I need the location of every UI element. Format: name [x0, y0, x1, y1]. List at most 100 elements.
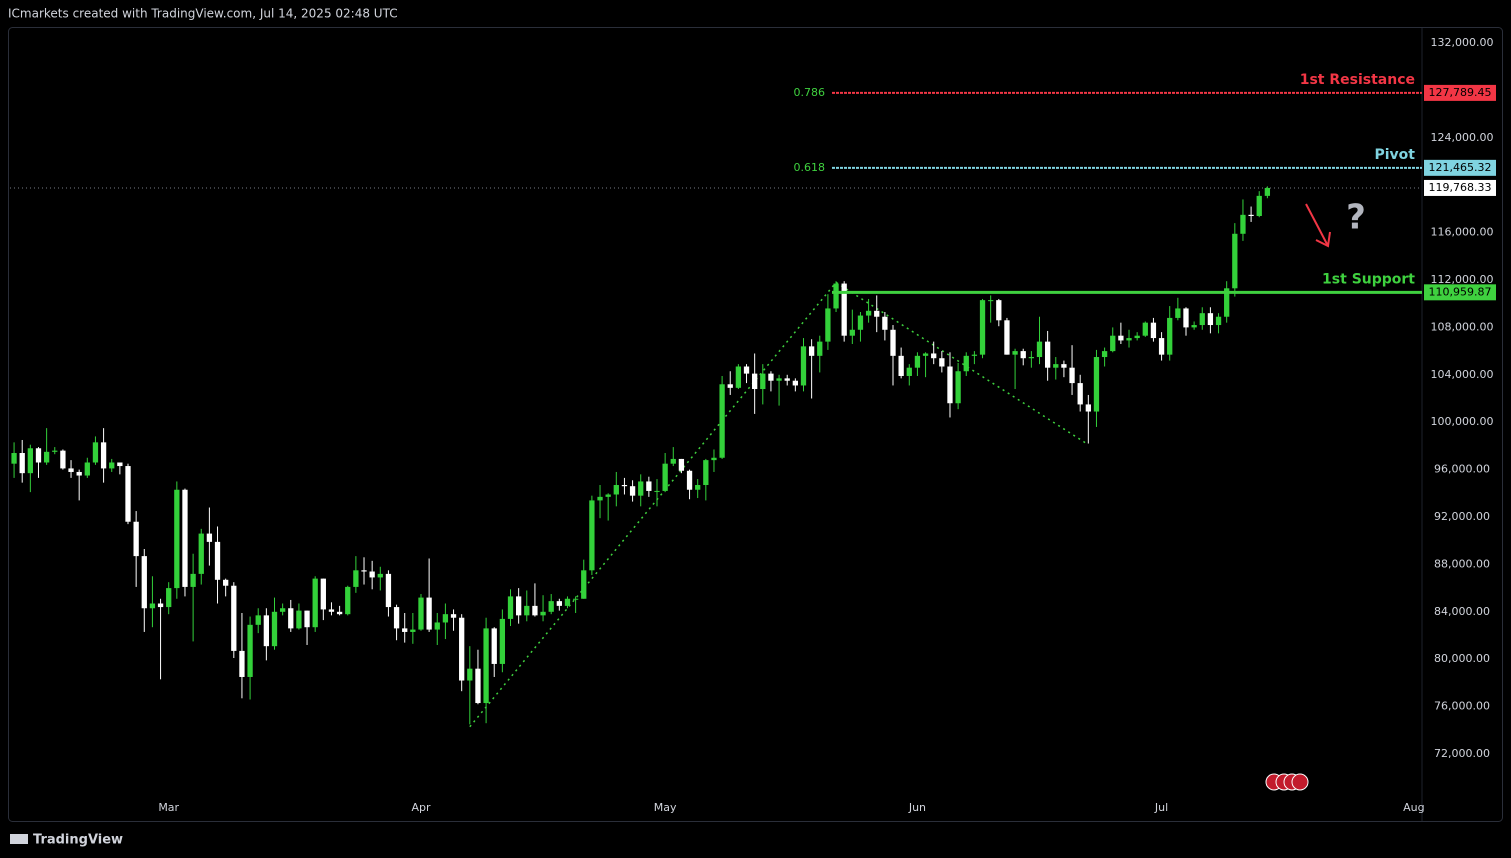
price-tag: [1424, 159, 1496, 176]
candle-body: [1264, 187, 1271, 196]
y-tick-label: 112,000.00: [1431, 273, 1494, 286]
candle-body: [198, 533, 204, 574]
annotation: ?: [1346, 198, 1366, 238]
candle-body: [92, 442, 99, 463]
x-tick-label: Mar: [158, 801, 179, 814]
candle-body: [206, 533, 213, 542]
candle-body: [141, 556, 147, 609]
candle-body: [1085, 404, 1091, 412]
candle-body: [817, 341, 823, 356]
candle-body: [979, 300, 986, 355]
candle-body: [988, 300, 994, 302]
y-tick-label: 76,000.00: [1434, 700, 1490, 713]
candle-body: [670, 458, 676, 464]
candle-body: [524, 605, 530, 616]
candle-body: [1004, 320, 1010, 355]
candle-body: [1061, 364, 1067, 368]
candle-body: [68, 468, 74, 472]
candle-body: [621, 485, 628, 487]
candle-body: [597, 496, 603, 501]
candle-body: [646, 481, 652, 491]
candle-body: [499, 618, 506, 664]
candle-body: [711, 457, 717, 461]
candle-body: [1069, 367, 1075, 384]
candle-body: [1167, 317, 1173, 355]
y-tick-label: 72,000.00: [1434, 747, 1490, 760]
x-tick-label: Jun: [908, 801, 926, 814]
candle-body: [410, 629, 416, 632]
candle-body: [1199, 313, 1205, 326]
candle-body: [784, 378, 790, 381]
event-icons: [1265, 773, 1309, 791]
candle-body: [361, 570, 367, 572]
candle-body: [263, 615, 270, 647]
candle-body: [1044, 341, 1051, 368]
candle-body: [874, 310, 880, 317]
candle-body: [450, 614, 457, 618]
candle-body: [922, 353, 929, 356]
candle-body: [1118, 335, 1124, 341]
candle-body: [963, 355, 969, 372]
candle-body: [841, 283, 847, 336]
candle-body: [556, 601, 562, 606]
candle-body: [125, 466, 131, 522]
candle-body: [800, 346, 807, 386]
candle-body: [109, 462, 115, 469]
candle-body: [133, 521, 139, 557]
candle-body: [1207, 313, 1214, 326]
candle-body: [678, 458, 685, 471]
candle-body: [157, 603, 164, 608]
candle-body: [377, 573, 383, 578]
candle-body: [898, 355, 904, 376]
candle-body: [1028, 357, 1035, 359]
y-tick-label: 92,000.00: [1434, 510, 1490, 523]
candle-body: [947, 366, 953, 404]
candle-body: [174, 489, 180, 589]
candle-body: [768, 373, 774, 381]
candle-body: [971, 354, 978, 356]
candle-body: [727, 384, 733, 388]
y-tick-label: 88,000.00: [1434, 557, 1490, 570]
candle-body: [279, 608, 286, 612]
fib-label: 0.786: [794, 86, 826, 99]
candle-body: [52, 450, 58, 452]
candle-body: [605, 494, 611, 497]
candle-body: [1232, 233, 1238, 289]
chart-pane: [8, 27, 1503, 822]
y-tick-label: 124,000.00: [1431, 131, 1494, 144]
level-name: 1st Resistance: [1300, 72, 1415, 88]
candle-body: [385, 573, 392, 608]
candle-body: [507, 596, 514, 619]
y-tick-label: 80,000.00: [1434, 652, 1490, 665]
candle-body: [467, 668, 473, 681]
candle-body: [475, 668, 481, 704]
candle-body: [1134, 335, 1140, 339]
candle-body: [459, 617, 465, 681]
candle-body: [369, 571, 375, 578]
x-tick-label: Apr: [411, 801, 431, 814]
y-tick-label: 96,000.00: [1434, 463, 1490, 476]
candle-body: [19, 453, 25, 474]
candle-body: [247, 624, 253, 677]
price-tag: [1424, 284, 1496, 301]
pattern-line: [469, 281, 1089, 728]
candle-body: [792, 380, 798, 386]
price-tag: [1424, 84, 1496, 101]
candle-body: [149, 603, 156, 609]
candle-body: [629, 486, 636, 496]
candle-body: [1077, 383, 1083, 405]
candle-body: [882, 316, 888, 330]
candle-body: [1020, 351, 1026, 359]
candle-body: [214, 541, 221, 580]
candle-body: [393, 607, 400, 629]
candle-body: [76, 471, 82, 476]
candle-body: [914, 355, 921, 368]
candle-body: [288, 608, 294, 629]
candle-body: [117, 462, 123, 467]
candle-body: [825, 308, 831, 342]
y-tick-label: 108,000.00: [1431, 320, 1494, 333]
candle-body: [43, 451, 50, 463]
down-arrow: [1305, 203, 1331, 248]
candle-body: [1126, 338, 1132, 341]
